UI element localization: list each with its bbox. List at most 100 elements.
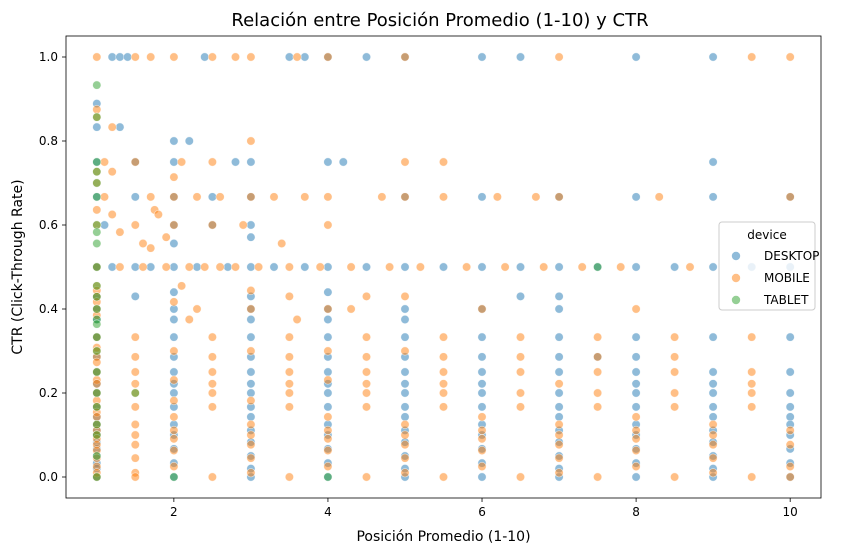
- point-desktop: [246, 379, 256, 389]
- legend-title: device: [747, 228, 786, 242]
- point-desktop: [708, 262, 718, 272]
- x-tick-label: 2: [170, 505, 178, 519]
- point-tablet: [92, 157, 102, 167]
- point-desktop: [400, 379, 410, 389]
- point-desktop: [438, 262, 448, 272]
- point-mobile: [284, 472, 294, 482]
- point-mobile: [438, 388, 448, 398]
- point-desktop: [123, 52, 133, 62]
- point-desktop: [338, 157, 348, 167]
- point-mobile: [207, 388, 217, 398]
- legend: device DESKTOP MOBILE TABLET: [718, 221, 819, 311]
- point-mobile: [130, 440, 140, 450]
- point-mobile: [400, 52, 410, 62]
- legend-marker-tablet: [731, 295, 741, 305]
- point-desktop: [400, 314, 410, 324]
- point-mobile: [670, 472, 680, 482]
- point-mobile: [92, 52, 102, 62]
- point-desktop: [246, 388, 256, 398]
- point-desktop: [115, 52, 125, 62]
- point-desktop: [169, 262, 179, 272]
- point-mobile: [284, 332, 294, 342]
- point-tablet: [92, 262, 102, 272]
- point-mobile: [130, 419, 140, 429]
- x-tick-label: 4: [324, 505, 332, 519]
- point-mobile: [192, 304, 202, 314]
- point-desktop: [300, 52, 310, 62]
- point-tablet: [92, 472, 102, 482]
- point-mobile: [169, 396, 179, 406]
- point-desktop: [785, 388, 795, 398]
- point-mobile: [670, 402, 680, 412]
- point-tablet: [323, 472, 333, 482]
- point-desktop: [554, 402, 564, 412]
- point-desktop: [246, 220, 256, 230]
- point-mobile: [400, 430, 410, 440]
- point-mobile: [531, 192, 541, 202]
- point-mobile: [169, 172, 179, 182]
- legend-label-tablet: TABLET: [763, 293, 809, 307]
- point-tablet: [130, 388, 140, 398]
- point-desktop: [515, 52, 525, 62]
- point-mobile: [231, 52, 241, 62]
- point-mobile: [323, 434, 333, 444]
- point-mobile: [539, 262, 549, 272]
- point-mobile: [177, 281, 187, 291]
- point-mobile: [785, 440, 795, 450]
- point-mobile: [708, 430, 718, 440]
- x-axis-ticks: 2 4 6 8 10: [170, 498, 798, 519]
- point-desktop: [169, 136, 179, 146]
- point-mobile: [593, 367, 603, 377]
- point-mobile: [169, 412, 179, 422]
- point-mobile: [361, 367, 371, 377]
- point-mobile: [169, 434, 179, 444]
- point-desktop: [477, 352, 487, 362]
- point-mobile: [130, 220, 140, 230]
- point-mobile: [631, 434, 641, 444]
- point-mobile: [685, 262, 695, 272]
- point-mobile: [631, 461, 641, 471]
- point-desktop: [246, 332, 256, 342]
- point-mobile: [100, 192, 110, 202]
- point-tablet: [92, 402, 102, 412]
- point-mobile: [323, 425, 333, 435]
- point-mobile: [231, 262, 241, 272]
- point-tablet: [92, 346, 102, 356]
- point-desktop: [708, 52, 718, 62]
- point-desktop: [169, 314, 179, 324]
- point-desktop: [323, 388, 333, 398]
- point-mobile: [323, 445, 333, 455]
- point-mobile: [292, 314, 302, 324]
- point-mobile: [92, 105, 102, 115]
- point-mobile: [115, 227, 125, 237]
- point-desktop: [223, 262, 233, 272]
- point-mobile: [400, 291, 410, 301]
- point-mobile: [207, 402, 217, 412]
- point-desktop: [708, 402, 718, 412]
- point-desktop: [169, 388, 179, 398]
- point-mobile: [169, 220, 179, 230]
- point-mobile: [246, 396, 256, 406]
- legend-marker-desktop: [731, 251, 741, 261]
- point-tablet: [92, 319, 102, 329]
- point-mobile: [246, 304, 256, 314]
- point-desktop: [184, 136, 194, 146]
- point-desktop: [631, 192, 641, 202]
- point-mobile: [361, 291, 371, 301]
- point-desktop: [130, 262, 140, 272]
- point-desktop: [207, 192, 217, 202]
- point-tablet: [92, 419, 102, 429]
- point-desktop: [631, 402, 641, 412]
- point-mobile: [631, 304, 641, 314]
- point-mobile: [747, 379, 757, 389]
- point-desktop: [400, 388, 410, 398]
- point-mobile: [400, 440, 410, 450]
- point-mobile: [177, 157, 187, 167]
- point-mobile: [284, 291, 294, 301]
- point-mobile: [438, 472, 448, 482]
- point-mobile: [284, 367, 294, 377]
- point-desktop: [708, 412, 718, 422]
- point-desktop: [554, 291, 564, 301]
- point-desktop: [169, 239, 179, 249]
- point-mobile: [130, 52, 140, 62]
